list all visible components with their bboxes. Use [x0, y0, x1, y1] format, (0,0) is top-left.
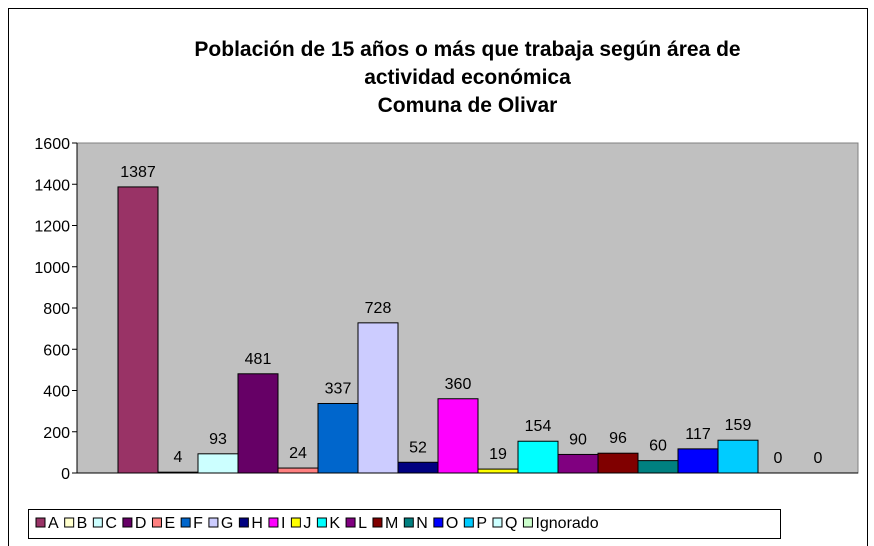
legend-swatch [180, 517, 191, 528]
chart-title: Población de 15 años o más que trabaja s… [194, 38, 741, 89]
legend-label: H [251, 515, 263, 532]
data-label: 154 [525, 418, 552, 435]
bar [717, 439, 759, 474]
data-label: 0 [814, 450, 823, 467]
legend-label: C [105, 515, 117, 532]
bar [237, 373, 279, 474]
legend-label: N [416, 515, 428, 532]
legend-label: P [476, 515, 487, 532]
y-tick-label: 1200 [34, 219, 70, 236]
legend-label: J [303, 515, 311, 532]
bar [317, 402, 359, 474]
data-label: 1387 [120, 164, 156, 181]
legend-swatch [290, 517, 301, 528]
data-label: 19 [489, 446, 507, 463]
legend-label: G [221, 515, 233, 532]
legend-swatch [372, 517, 383, 528]
legend-label: K [329, 515, 340, 532]
legend-swatch [463, 517, 474, 528]
legend-label: I [281, 515, 285, 532]
legend-swatch [64, 517, 75, 528]
bar [397, 461, 439, 474]
chart-title-block: Población de 15 años o más que trabaja s… [77, 36, 858, 120]
data-label: 159 [725, 417, 752, 434]
legend-label: B [77, 515, 88, 532]
legend-swatch [345, 517, 356, 528]
data-label: 96 [609, 430, 627, 447]
y-tick-label: 0 [61, 466, 70, 483]
chart-subtitle: Comuna de Olivar [377, 94, 558, 117]
data-label: 337 [325, 380, 352, 397]
y-tick-label: 800 [43, 301, 70, 318]
bar [277, 467, 319, 474]
legend-swatch [522, 517, 533, 528]
data-label: 60 [649, 438, 667, 455]
legend-swatch [433, 517, 444, 528]
y-tick-label: 400 [43, 384, 70, 401]
data-label: 52 [409, 439, 427, 456]
legend-label: F [193, 515, 203, 532]
legend-swatch [268, 517, 279, 528]
data-label: 728 [365, 300, 392, 317]
legend-swatch [238, 517, 249, 528]
y-tick-label: 1000 [34, 260, 70, 277]
legend-label: Q [505, 515, 517, 532]
bar [517, 440, 559, 474]
bar [477, 468, 519, 474]
data-label: 4 [174, 449, 183, 466]
legend-swatch [35, 517, 46, 528]
bar [557, 453, 599, 474]
legend-label: Ignorado [535, 515, 598, 532]
y-tick-label: 600 [43, 342, 70, 359]
legend-swatch [492, 517, 503, 528]
bar [197, 453, 239, 474]
bar [117, 186, 159, 474]
legend-label: D [135, 515, 147, 532]
data-label: 0 [774, 450, 783, 467]
bar [677, 448, 719, 474]
bar [597, 452, 639, 474]
legend-swatch [403, 517, 414, 528]
legend-swatch [208, 517, 219, 528]
bar [437, 398, 479, 474]
data-label: 90 [569, 431, 587, 448]
legend-label: A [48, 515, 59, 532]
legend-swatch [92, 517, 103, 528]
data-label: 117 [685, 426, 711, 443]
legend-swatch [151, 517, 162, 528]
bar [357, 322, 399, 474]
y-tick-label: 1400 [34, 177, 70, 194]
y-tick-label: 1600 [34, 136, 70, 153]
bar [637, 460, 679, 474]
data-label: 93 [209, 431, 227, 448]
legend-swatch [122, 517, 133, 528]
legend-label: O [446, 515, 458, 532]
legend-label: E [164, 515, 175, 532]
y-tick-label: 200 [43, 425, 70, 442]
data-label: 481 [245, 351, 272, 368]
legend-label: L [358, 515, 367, 532]
legend-label: M [385, 515, 398, 532]
data-label: 360 [445, 376, 472, 393]
data-label: 24 [289, 445, 307, 462]
legend-swatch [316, 517, 327, 528]
